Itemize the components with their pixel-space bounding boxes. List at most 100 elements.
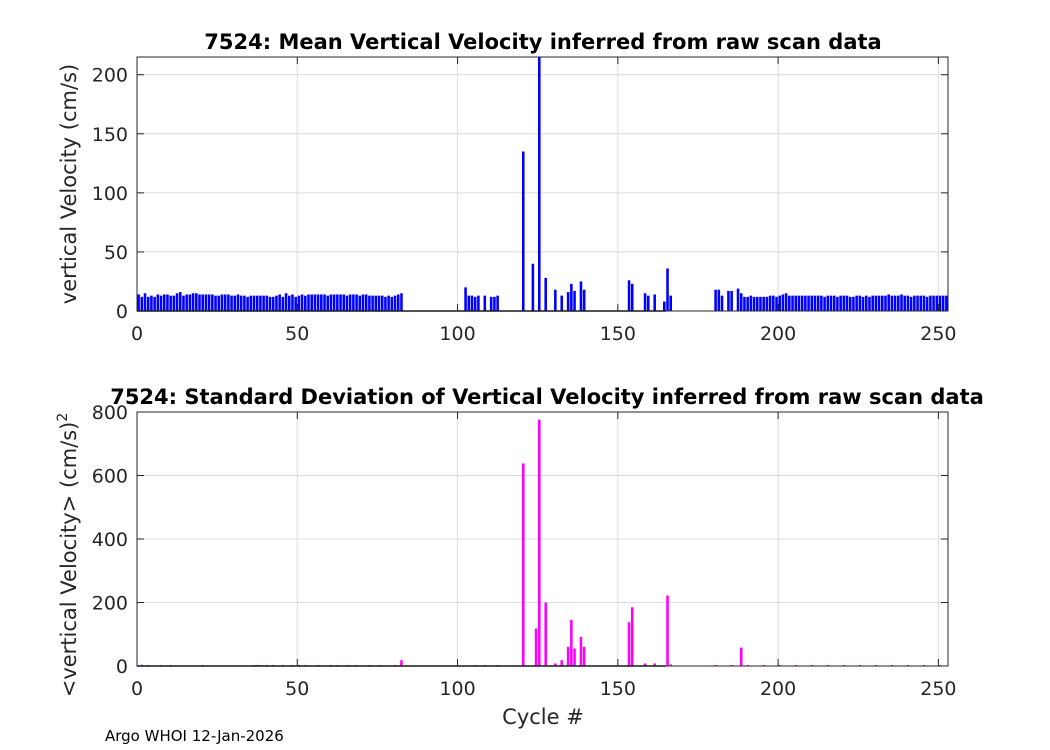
mean-velocity-bar [848, 296, 852, 311]
mean-velocity-bar [916, 295, 919, 311]
mean-velocity-bar [554, 289, 557, 311]
mean-velocity-bar [467, 295, 471, 311]
mean-velocity-bar [320, 294, 323, 311]
footer-text: Argo WHOI 12-Jan-2026 [105, 727, 284, 745]
x-tick-label: 150 [600, 678, 636, 700]
mean-velocity-bar [342, 294, 346, 311]
mean-velocity-bar [271, 296, 275, 311]
mean-velocity-bar [739, 293, 743, 311]
mean-velocity-bar [630, 283, 634, 311]
std-velocity-ticks: 0 50 100 150 200 250 0 200 400 600 800 [92, 402, 957, 700]
x-tick-label: 150 [600, 323, 636, 345]
x-tick-label: 50 [285, 678, 309, 700]
mean-velocity-bar [855, 295, 858, 311]
mean-velocity-bar [188, 294, 192, 311]
mean-velocity-bar [752, 296, 756, 311]
std-velocity-bar [666, 595, 669, 666]
mean-velocity-title: 7524: Mean Vertical Velocity inferred fr… [204, 30, 881, 54]
mean-velocity-bar [284, 293, 288, 311]
mean-velocity-bar [262, 295, 265, 311]
mean-velocity-bar [579, 281, 583, 311]
mean-velocity-bar [483, 295, 487, 311]
x-tick-label: 250 [920, 323, 956, 345]
mean-velocity-bar [364, 294, 368, 311]
mean-velocity-bar [326, 295, 330, 311]
y-tick-label: 800 [92, 402, 128, 424]
mean-velocity-bar [877, 295, 881, 311]
mean-velocity-bar [929, 295, 932, 311]
mean-velocity-bar [746, 296, 749, 311]
mean-velocity-bar [352, 294, 355, 311]
mean-velocity-bar [663, 301, 666, 311]
mean-velocity-bar [275, 295, 278, 311]
mean-velocity-bar [874, 295, 878, 311]
std-velocity-xlabel: Cycle # [502, 705, 584, 729]
mean-velocity-bar [153, 296, 156, 311]
mean-velocity-bar [922, 295, 926, 311]
y-tick-label: 0 [116, 301, 128, 323]
mean-velocity-bar [300, 294, 304, 311]
mean-velocity-bar [570, 283, 573, 311]
mean-velocity-bar [768, 295, 772, 311]
mean-velocity-bar [890, 295, 894, 311]
mean-velocity-bar [291, 294, 294, 311]
mean-velocity-bar [477, 295, 480, 311]
mean-velocity-bar [762, 296, 765, 311]
std-velocity-ylabel-superscript: 2 [55, 413, 71, 422]
mean-velocity-bar [775, 296, 778, 311]
mean-velocity-bar [185, 294, 188, 311]
std-velocity-grid [136, 411, 948, 667]
mean-velocity-bar [935, 295, 939, 311]
mean-velocity-bar [182, 295, 185, 311]
mean-velocity-bar [813, 295, 817, 311]
mean-velocity-bar [925, 296, 929, 311]
mean-velocity-bar [823, 296, 826, 311]
mean-velocity-bar [377, 295, 381, 311]
mean-velocity-bar [339, 294, 342, 311]
mean-velocity-bar [800, 295, 804, 311]
mean-velocity-bar [945, 295, 948, 311]
mean-velocity-bar [329, 294, 333, 311]
mean-velocity-bar [493, 296, 496, 311]
mean-velocity-bar [836, 296, 839, 311]
y-tick-label: 200 [92, 65, 128, 87]
mean-velocity-bar [749, 295, 753, 311]
mean-velocity-bars [137, 57, 948, 312]
x-tick-label: 100 [439, 323, 475, 345]
mean-velocity-bar [521, 151, 525, 311]
mean-velocity-bar [842, 295, 846, 311]
mean-velocity-bar [573, 290, 576, 311]
mean-velocity-bar [797, 295, 801, 311]
mean-velocity-bar [826, 295, 830, 311]
mean-velocity-bar [162, 294, 166, 311]
mean-velocity-bar [829, 295, 833, 311]
mean-velocity-bar [400, 293, 403, 311]
mean-velocity-bar [243, 295, 246, 311]
std-velocity-ylabel: <vertical Velocity> (cm/s)2 [55, 413, 81, 698]
mean-velocity-bar [387, 295, 390, 311]
std-velocity-bar [400, 660, 403, 666]
std-velocity-ylabel-text: <vertical Velocity> (cm/s) [57, 422, 81, 698]
mean-velocity-bar [287, 295, 291, 311]
mean-velocity-bar [938, 295, 942, 311]
mean-velocity-bar [368, 295, 371, 311]
mean-velocity-bar [195, 293, 198, 311]
mean-velocity-bar [175, 293, 179, 311]
mean-velocity-bar [371, 295, 374, 311]
std-velocity-bar [566, 646, 570, 666]
mean-velocity-bar [906, 295, 910, 311]
mean-velocity-bar [788, 295, 791, 311]
y-tick-label: 400 [92, 529, 128, 551]
mean-velocity-bar [265, 295, 269, 311]
mean-velocity-bar [313, 294, 317, 311]
mean-velocity-bar [201, 294, 204, 311]
y-tick-label: 100 [92, 183, 128, 205]
mean-velocity-bar [900, 294, 903, 311]
mean-velocity-bar [884, 295, 887, 311]
mean-velocity-bar [166, 294, 169, 311]
mean-velocity-bar [720, 295, 724, 311]
x-tick-label: 250 [920, 678, 956, 700]
mean-velocity-bar [348, 294, 352, 311]
std-velocity-bar [739, 647, 743, 666]
